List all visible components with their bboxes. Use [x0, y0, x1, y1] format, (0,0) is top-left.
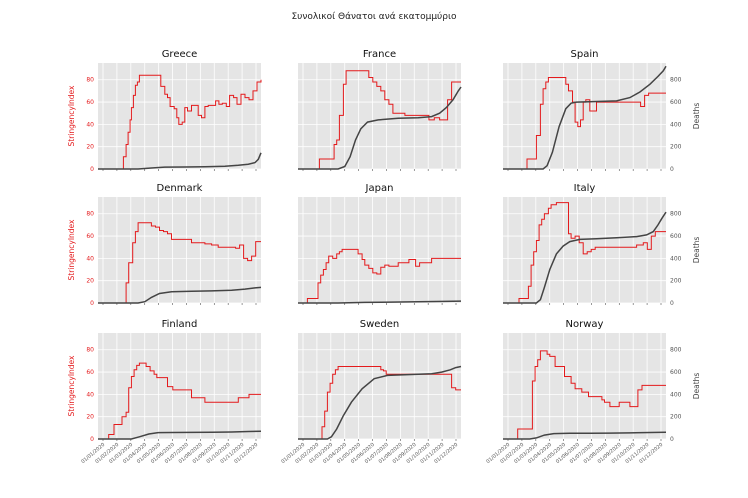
- panel-background: [98, 333, 261, 439]
- panel-title: Italy: [574, 183, 596, 194]
- right-tick-label: 800: [670, 211, 682, 218]
- left-tick-label: 20: [86, 278, 94, 285]
- left-tick-label: 20: [86, 414, 94, 421]
- right-tick-label: 200: [670, 144, 682, 151]
- left-axis-label: StringencyIndex: [67, 85, 76, 147]
- right-tick-label: 400: [670, 121, 682, 128]
- panel-france: France: [298, 49, 462, 171]
- panel-background: [503, 197, 666, 303]
- stringency-line: [98, 362, 261, 440]
- deaths-line: [298, 86, 462, 170]
- right-tick-label: 0: [670, 436, 674, 443]
- right-tick-label: 600: [670, 369, 682, 376]
- deaths-line: [298, 365, 462, 440]
- left-axis-label: StringencyIndex: [67, 219, 76, 281]
- left-tick-label: 40: [86, 391, 94, 398]
- left-tick-label: 60: [86, 233, 94, 240]
- panel-background: [98, 63, 261, 169]
- deaths-line: [98, 152, 262, 170]
- left-tick-label: 0: [90, 166, 94, 173]
- stringency-line: [503, 350, 666, 440]
- right-axis-label: Deaths: [692, 373, 701, 400]
- panel-spain: Spain 0 200 400 600 800 Deaths: [503, 49, 701, 173]
- left-tick-label: 40: [86, 255, 94, 262]
- panel-background: [98, 197, 261, 303]
- right-tick-label: 800: [670, 77, 682, 84]
- deaths-line: [298, 300, 462, 304]
- panel-title: Japan: [365, 183, 394, 194]
- panel-sweden: Sweden01/01/202001/02/202001/03/202001/0…: [280, 319, 462, 465]
- right-axis-label: Deaths: [692, 103, 701, 130]
- left-tick-label: 60: [86, 369, 94, 376]
- left-tick-label: 40: [86, 121, 94, 128]
- right-tick-label: 200: [670, 414, 682, 421]
- panel-background: [298, 197, 461, 303]
- panel-title: Sweden: [360, 319, 400, 330]
- panel-italy: Italy 0 200 400 600 800 Deaths: [503, 183, 701, 307]
- figure-title: Συνολικοί Θάνατοι ανά εκατομμύριο: [291, 11, 457, 22]
- left-tick-label: 0: [90, 300, 94, 307]
- right-tick-label: 800: [670, 347, 682, 354]
- panels-grid: Greece 0 20 40 60 80 StringencyIndex France Spai…: [67, 49, 701, 465]
- panel-norway: Norway0200400600800Deaths01/01/202001/02…: [485, 319, 701, 465]
- right-tick-label: 600: [670, 233, 682, 240]
- deaths-line: [503, 431, 667, 440]
- panel-greece: Greece 0 20 40 60 80 StringencyIndex: [67, 49, 262, 173]
- panel-title: Greece: [162, 49, 198, 60]
- right-tick-label: 400: [670, 391, 682, 398]
- panel-background: [298, 333, 461, 439]
- stringency-line: [298, 70, 461, 170]
- panel-title: Finland: [162, 319, 198, 330]
- stringency-line: [98, 74, 262, 170]
- stringency-line: [98, 222, 261, 304]
- stringency-line: [298, 366, 461, 440]
- left-tick-label: 80: [86, 347, 94, 354]
- left-tick-label: 0: [90, 436, 94, 443]
- left-tick-label: 80: [86, 77, 94, 84]
- right-tick-label: 400: [670, 255, 682, 262]
- right-tick-label: 600: [670, 99, 682, 106]
- right-tick-label: 0: [670, 300, 674, 307]
- left-axis-label: StringencyIndex: [67, 355, 76, 417]
- panel-finland: Finland020406080StringencyIndex01/01/202…: [67, 319, 262, 465]
- panel-japan: Japan: [298, 183, 462, 305]
- deaths-line: [503, 211, 667, 304]
- stringency-line: [298, 248, 461, 304]
- left-tick-label: 80: [86, 211, 94, 218]
- deaths-line: [98, 286, 262, 304]
- stringency-line: [503, 202, 666, 304]
- deaths-line: [503, 65, 667, 170]
- panel-title: France: [363, 49, 396, 60]
- panel-background: [298, 63, 461, 169]
- left-tick-label: 20: [86, 144, 94, 151]
- panel-title: Spain: [571, 49, 599, 60]
- panel-background: [503, 333, 666, 439]
- panel-title: Norway: [566, 319, 604, 330]
- left-tick-label: 60: [86, 99, 94, 106]
- panel-title: Denmark: [157, 183, 203, 194]
- right-tick-label: 200: [670, 278, 682, 285]
- right-axis-label: Deaths: [692, 237, 701, 264]
- right-tick-label: 0: [670, 166, 674, 173]
- panel-background: [503, 63, 666, 169]
- panel-denmark: Denmark 0 20 40 60 80 StringencyIndex: [67, 183, 262, 307]
- deaths-line: [98, 430, 262, 440]
